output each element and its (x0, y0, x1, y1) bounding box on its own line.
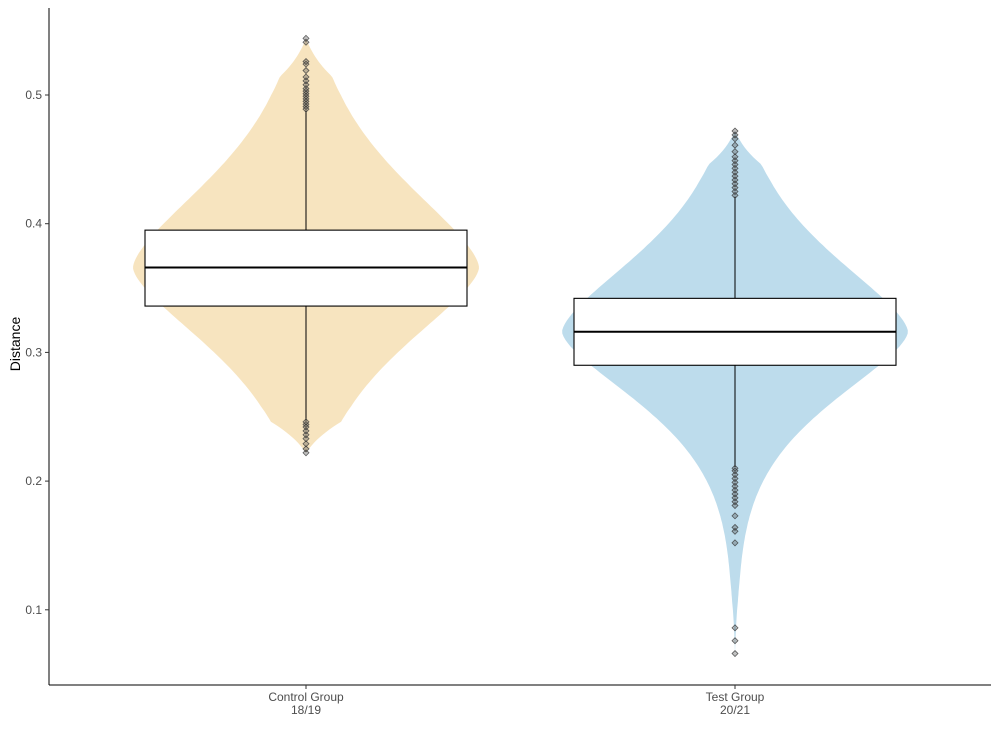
x-tick-label: Control Group (268, 690, 344, 704)
outlier-point (731, 474, 739, 483)
outlier-point (731, 494, 739, 502)
y-ticks: 0.1 0.2 0.3 0.4 0.5 (25, 88, 49, 617)
outlier-point (731, 539, 739, 547)
outlier-point (731, 191, 739, 199)
outlier-point (302, 66, 310, 75)
outlier-point (302, 38, 310, 46)
outlier-point (302, 427, 310, 435)
outlier-point (731, 464, 739, 472)
outlier-point (731, 498, 739, 506)
whiskers-layer (305, 110, 736, 467)
outlier-point (731, 478, 739, 486)
outlier-point (302, 57, 310, 66)
outlier-point (731, 523, 739, 531)
outlier-point (731, 172, 739, 180)
y-axis-title: Distance (7, 317, 23, 372)
y-tick-label: 0.4 (25, 217, 42, 231)
y-tick-label: 0.1 (25, 603, 42, 617)
outlier-point (302, 81, 310, 89)
outlier-point (731, 486, 739, 494)
outlier-point (731, 624, 739, 632)
outlier-point (731, 490, 739, 498)
outlier-point (731, 501, 739, 510)
outlier-point (731, 527, 739, 535)
outlier-point (302, 73, 310, 81)
outlier-point (731, 127, 739, 135)
outlier-point (302, 84, 310, 93)
outlier-point (731, 157, 739, 165)
outlier-point (731, 168, 739, 176)
outliers-layer (302, 34, 739, 658)
outlier-point (302, 445, 310, 453)
y-tick-label: 0.3 (25, 345, 42, 359)
x-tick-label: Test Group (706, 690, 765, 704)
outlier-point (731, 148, 739, 156)
outlier-point (731, 164, 739, 172)
outlier-point (302, 449, 310, 457)
outlier-point (302, 77, 310, 85)
outlier-point (731, 131, 739, 139)
x-tick-label: 18/19 (291, 703, 321, 717)
outlier-point (731, 471, 739, 479)
boxes-layer (144, 229, 897, 366)
outlier-point (731, 153, 739, 161)
y-tick-label: 0.5 (25, 88, 42, 102)
outlier-point (731, 160, 739, 169)
outlier-point (302, 34, 310, 42)
outlier-point (731, 176, 739, 184)
outlier-point (731, 180, 739, 188)
outlier-point (731, 482, 739, 490)
outlier-point (731, 135, 739, 143)
outlier-point (302, 435, 310, 443)
outlier-point (731, 649, 739, 658)
y-tick-label: 0.2 (25, 474, 42, 488)
outlier-point (731, 184, 739, 192)
outlier-point (731, 637, 739, 645)
outlier-point (731, 187, 739, 196)
outlier-point (731, 512, 739, 520)
outlier-point (302, 440, 310, 448)
outlier-point (302, 431, 310, 439)
outlier-point (731, 141, 739, 149)
x-tick-label: 20/21 (720, 703, 750, 717)
outlier-point (302, 418, 310, 426)
